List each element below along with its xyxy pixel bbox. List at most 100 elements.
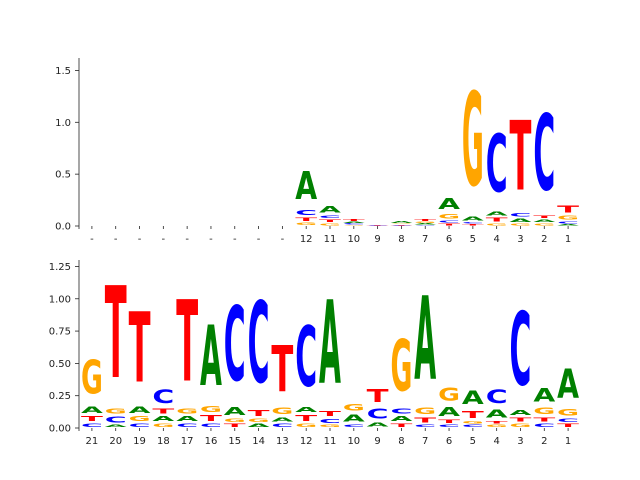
x-tick-label: - — [162, 234, 166, 245]
logo-letter-a: A — [462, 216, 484, 222]
logo-letter-a: A — [486, 210, 508, 216]
x-tick-label: 21 — [86, 436, 99, 447]
logo-letter-a: A — [200, 309, 222, 405]
logo-letter-a: A — [390, 415, 412, 423]
x-tick-label: 9 — [374, 234, 380, 245]
logo-letter-c: C — [319, 215, 341, 219]
logo-letter-g: G — [200, 405, 222, 414]
x-tick-label: 4 — [493, 234, 499, 245]
logo-letter-a: A — [367, 422, 389, 429]
logo-letter-t: T — [438, 419, 460, 424]
logo-letter-c: C — [533, 423, 555, 428]
logo-letter-g: G — [557, 408, 579, 418]
logo-letter-c: C — [129, 423, 151, 428]
logo-letter-g: G — [105, 407, 127, 415]
logo-letter-a: A — [557, 362, 579, 408]
logo-letter-a: A — [510, 218, 532, 223]
x-tick-label: - — [233, 234, 237, 245]
logo-letter-c: C — [200, 423, 222, 428]
logo-letter-g: G — [390, 223, 412, 224]
y-tick-label: 1.25 — [49, 262, 71, 273]
x-tick-label: 9 — [374, 436, 380, 447]
logo-letter-a: A — [438, 196, 460, 213]
logo-letter-a: A — [295, 164, 317, 208]
logo-letter-c: C — [343, 424, 365, 428]
y-tick-label: 1.5 — [55, 66, 71, 77]
logo-letter-a: A — [414, 273, 436, 406]
logo-letter-g: G — [390, 324, 412, 407]
x-tick-label: - — [209, 234, 213, 245]
x-tick-label: 14 — [252, 436, 265, 447]
logo-letter-c: C — [295, 309, 317, 406]
x-tick-label: 5 — [470, 436, 476, 447]
x-tick-label: 2 — [541, 436, 547, 447]
logo-letter-t: T — [105, 261, 127, 408]
logo-letter-t: T — [367, 386, 389, 406]
logo-letter-c: C — [105, 416, 127, 425]
logo-letter-a: A — [486, 408, 508, 421]
y-tick-label: 0.0 — [55, 222, 71, 233]
logo-letter-a: A — [105, 424, 127, 428]
logo-letter-c: C — [367, 225, 389, 226]
logo-letter-c: C — [414, 225, 436, 226]
logo-letter-g: G — [414, 406, 436, 416]
logo-letter-g: G — [152, 423, 174, 428]
logo-letter-a: A — [319, 204, 342, 214]
logo-letter-t: T — [533, 417, 555, 423]
logo-letter-a: A — [248, 423, 270, 428]
x-tick-label: - — [90, 234, 94, 245]
logo-letter-g: G — [224, 418, 246, 423]
x-tick-label: 17 — [181, 436, 194, 447]
logo-letter-t: T — [557, 203, 580, 215]
y-tick-label: 0.25 — [49, 391, 71, 402]
logo-letter-t: T — [248, 409, 270, 418]
logo-letter-t: T — [533, 215, 555, 219]
x-tick-label: 1 — [565, 234, 571, 245]
x-tick-label: 10 — [347, 436, 360, 447]
y-tick-label: 1.0 — [55, 118, 71, 129]
y-tick-label: 1.00 — [49, 294, 71, 305]
logo-letter-g: G — [248, 418, 270, 423]
x-tick-label: 8 — [398, 436, 404, 447]
logo-letter-a: A — [462, 387, 484, 409]
logo-letter-a: A — [295, 406, 317, 414]
logo-letter-c: C — [248, 279, 270, 409]
logo-letter-g: G — [414, 222, 436, 224]
logo-letter-t: T — [462, 224, 485, 226]
logo-letter-t: T — [271, 333, 293, 406]
logo-letter-t: T — [319, 410, 341, 418]
logo-letter-t: T — [295, 217, 317, 222]
x-tick-label: - — [138, 234, 142, 245]
logo-letter-a: A — [414, 223, 437, 225]
x-tick-label: 12 — [300, 436, 313, 447]
logo-letter-g: G — [295, 423, 317, 428]
logo-letter-g: G — [319, 424, 341, 428]
logo-letter-g: G — [510, 423, 532, 428]
y-tick-label: 0.50 — [49, 359, 71, 370]
x-tick-label: 3 — [517, 436, 523, 447]
logo-letter-g: G — [462, 420, 484, 424]
logo-letter-a: A — [129, 405, 152, 415]
logo-letter-g: G — [129, 415, 151, 423]
logo-letter-t: T — [319, 219, 341, 223]
logo-letter-g: G — [533, 223, 555, 226]
logo-letter-a: A — [343, 221, 366, 223]
logo-letter-c: C — [414, 424, 436, 428]
logo-letter-c: C — [510, 213, 532, 218]
logo-letter-t: T — [486, 420, 509, 424]
logo-letter-a: A — [390, 221, 413, 224]
x-tick-label: 7 — [422, 234, 428, 245]
logo-letter-a: A — [319, 277, 341, 410]
logo-letter-g: G — [343, 225, 365, 226]
x-tick-label: - — [281, 234, 285, 245]
x-tick-label: 6 — [446, 436, 452, 447]
logo-letter-g: G — [295, 222, 317, 226]
logo-letter-t: T — [462, 409, 485, 421]
x-tick-label: 20 — [109, 436, 122, 447]
logo-letter-t: T — [414, 219, 437, 222]
logo-letter-c: C — [390, 225, 412, 226]
logo-letter-a: A — [438, 405, 460, 419]
x-tick-label: 11 — [324, 234, 337, 245]
x-tick-label: 19 — [133, 436, 146, 447]
x-tick-label: 10 — [347, 234, 360, 245]
